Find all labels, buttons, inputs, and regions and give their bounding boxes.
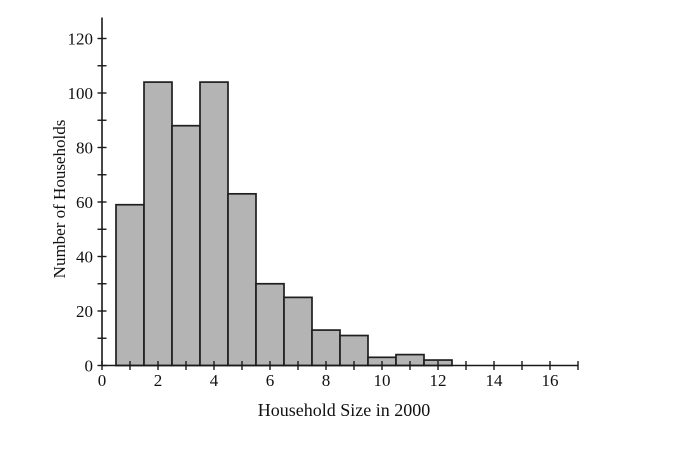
histogram-bar xyxy=(171,124,201,367)
x-tick-label: 10 xyxy=(374,371,391,390)
histogram-bar xyxy=(115,203,145,367)
y-axis-title: Number of Households xyxy=(50,119,69,279)
histogram-bar xyxy=(255,282,285,367)
x-axis-title: Household Size in 2000 xyxy=(257,400,431,420)
x-tick-label: 16 xyxy=(542,371,559,390)
histogram-bar xyxy=(143,81,173,367)
x-tick-label: 4 xyxy=(210,371,219,390)
x-tick-label: 0 xyxy=(98,371,107,390)
y-tick-label: 60 xyxy=(76,193,93,212)
y-tick-label: 100 xyxy=(68,84,94,103)
y-tick-label: 0 xyxy=(85,357,94,376)
y-tick-label: 40 xyxy=(76,248,93,267)
histogram-bar xyxy=(311,329,341,367)
histogram-bar xyxy=(199,81,229,367)
y-tick-label: 20 xyxy=(76,302,93,321)
y-tick-label: 80 xyxy=(76,139,93,158)
x-tick-label: 6 xyxy=(266,371,275,390)
histogram-bar xyxy=(283,296,313,367)
x-tick-label: 12 xyxy=(430,371,447,390)
histogram-bar xyxy=(227,192,257,367)
x-tick-label: 14 xyxy=(486,371,504,390)
x-tick-label: 2 xyxy=(154,371,163,390)
y-tick-label: 120 xyxy=(68,30,94,49)
x-tick-label: 8 xyxy=(322,371,331,390)
